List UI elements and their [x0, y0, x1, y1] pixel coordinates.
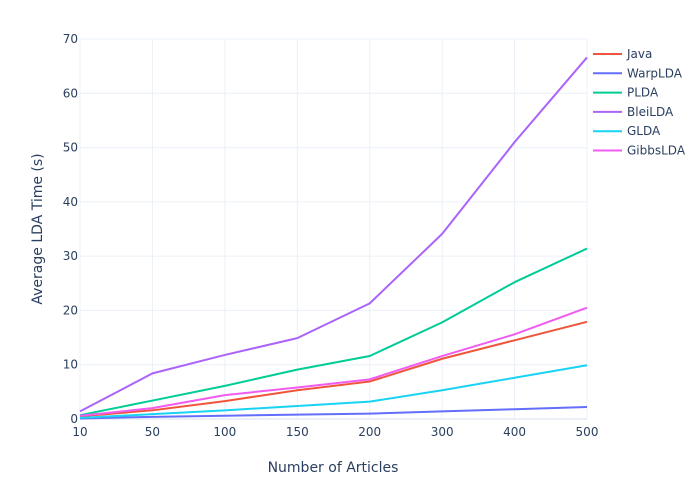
x-tick-labels: 10 50 100 150 200 300 400 500 [72, 425, 598, 439]
y-tick-label: 10 [63, 358, 78, 372]
y-tick-label: 30 [63, 249, 78, 263]
x-tick-label: 50 [145, 425, 160, 439]
x-tick-label: 500 [576, 425, 599, 439]
legend-item-plda[interactable]: PLDA [593, 86, 659, 100]
series-line-gibbslda [79, 306, 588, 417]
legend-item-bleilda[interactable]: BleiLDA [593, 105, 674, 119]
series-line-java [79, 320, 588, 418]
y-axis-title: Average LDA Time (s) [30, 153, 46, 304]
series-lines [79, 56, 588, 420]
y-tick-label: 0 [70, 412, 78, 426]
y-tick-label: 50 [63, 141, 78, 155]
gridlines [79, 38, 588, 420]
x-tick-label: 150 [286, 425, 309, 439]
series-line-plda [79, 247, 588, 417]
x-tick-label: 100 [213, 425, 236, 439]
y-tick-label: 70 [63, 32, 78, 46]
x-tick-label: 300 [431, 425, 454, 439]
legend-label: GLDA [627, 124, 661, 138]
legend-label: BleiLDA [627, 105, 674, 119]
x-tick-label: 400 [503, 425, 526, 439]
legend-item-warplda[interactable]: WarpLDA [593, 66, 683, 80]
legend-label: PLDA [627, 86, 659, 100]
y-tick-label: 40 [63, 195, 78, 209]
legend-label: GibbsLDA [627, 144, 686, 158]
series-line-bleilda [79, 56, 588, 413]
series-line-glda [79, 364, 588, 419]
x-tick-label: 200 [358, 425, 381, 439]
x-axis-title: Number of Articles [268, 460, 399, 476]
legend-label: WarpLDA [627, 66, 683, 80]
legend-label: Java [626, 47, 652, 61]
y-tick-labels: 0 10 20 30 40 50 60 70 [63, 32, 78, 426]
legend-item-gibbslda[interactable]: GibbsLDA [593, 144, 686, 158]
y-tick-label: 60 [63, 86, 78, 100]
y-tick-label: 20 [63, 303, 78, 317]
legend-item-java[interactable]: Java [593, 47, 652, 61]
series-line-warplda [79, 406, 588, 420]
legend: Java WarpLDA PLDA BleiLDA GLDA GibbsLDA [593, 47, 686, 158]
legend-item-glda[interactable]: GLDA [593, 124, 661, 138]
x-tick-label: 10 [72, 425, 87, 439]
